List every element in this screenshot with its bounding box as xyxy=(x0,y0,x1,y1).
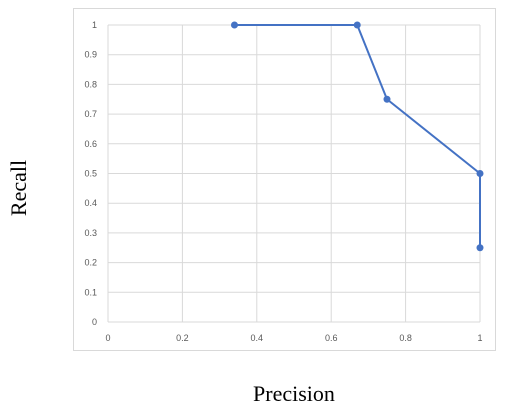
series-line xyxy=(234,25,480,248)
x-tick-label: 0.4 xyxy=(251,333,264,343)
y-tick-label: 0.5 xyxy=(84,169,97,179)
data-point xyxy=(477,244,484,251)
gridlines xyxy=(108,25,480,322)
x-tick-label: 0.2 xyxy=(176,333,189,343)
y-tick-label: 0.7 xyxy=(84,109,97,119)
x-tick-label: 0.8 xyxy=(399,333,412,343)
y-tick-label: 0.3 xyxy=(84,228,97,238)
data-point xyxy=(384,96,391,103)
y-tick-label: 1 xyxy=(92,20,97,30)
tick-labels: 0 0.1 0.2 0.3 0.4 0.5 0.6 0.7 0.8 0.9 1 0 0.2 0.4 0.6 0… xyxy=(84,20,482,343)
y-tick-label: 0 xyxy=(92,317,97,327)
x-tick-label: 1 xyxy=(477,333,482,343)
x-tick-label: 0.6 xyxy=(325,333,338,343)
y-tick-label: 0.2 xyxy=(84,258,97,268)
data-point xyxy=(354,22,361,29)
x-axis-title: Precision xyxy=(0,381,508,407)
y-tick-label: 0.6 xyxy=(84,139,97,149)
series xyxy=(231,22,484,252)
y-tick-label: 0.1 xyxy=(84,287,97,297)
data-point xyxy=(477,170,484,177)
y-tick-label: 0.4 xyxy=(84,198,97,208)
y-axis-title: Recall xyxy=(6,160,32,216)
y-tick-label: 0.8 xyxy=(84,79,97,89)
x-tick-label: 0 xyxy=(105,333,110,343)
y-tick-label: 0.9 xyxy=(84,50,97,60)
data-point xyxy=(231,22,238,29)
